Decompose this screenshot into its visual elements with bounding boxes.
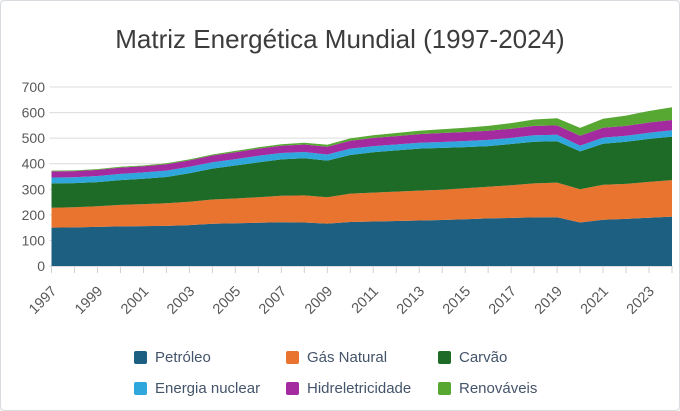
legend-item-renovaveis[interactable]: Renováveis — [438, 379, 608, 397]
x-axis-label: 2009 — [302, 284, 336, 318]
x-axis-label: 2007 — [256, 284, 290, 318]
legend-swatch-hidreletricidade — [286, 381, 299, 395]
stacked-area-chart: 0 100 200 300 400 500 600 700 1997 1999 2001 2003 20… — [22, 79, 673, 318]
y-axis-label: 300 — [22, 181, 46, 197]
x-axis-label: 2017 — [486, 284, 520, 318]
y-axis-label: 400 — [22, 156, 46, 172]
legend-item-gas-natural[interactable]: Gás Natural — [286, 348, 438, 366]
legend-item-energia-nuclear[interactable]: Energia nuclear — [134, 379, 286, 397]
x-axis-label: 2011 — [349, 284, 382, 317]
y-axis-label: 100 — [22, 232, 46, 248]
area-gas-natural — [51, 180, 672, 228]
x-axis-label: 2021 — [578, 284, 612, 318]
area-carvao — [51, 136, 672, 208]
area-hidreletricidade — [51, 120, 672, 178]
x-axis-label: 1997 — [26, 284, 60, 318]
x-axis-label: 2003 — [164, 284, 198, 318]
x-axis-label: 1999 — [72, 284, 106, 318]
chart-legend: Petróleo Gás Natural Carvão Energia nuclear… — [134, 348, 608, 397]
y-axis-label: 700 — [22, 79, 46, 95]
legend-swatch-gas-natural — [286, 350, 299, 364]
legend-swatch-renovaveis — [438, 381, 451, 395]
legend-label: Gás Natural — [307, 348, 388, 366]
legend-label: Renováveis — [459, 379, 538, 397]
area-renovaveis — [51, 107, 672, 172]
x-axis-label: 2013 — [394, 284, 428, 318]
legend-swatch-carvao — [438, 350, 451, 364]
y-axis-label: 0 — [37, 258, 45, 274]
x-axis-label: 2001 — [118, 284, 152, 318]
legend-label: Petróleo — [155, 348, 211, 366]
area-petroleo — [51, 216, 672, 266]
legend-item-petroleo[interactable]: Petróleo — [134, 348, 286, 366]
y-axis-label: 200 — [22, 207, 46, 223]
x-axis-label: 2023 — [624, 284, 658, 318]
legend-label: Hidreletricidade — [307, 379, 412, 397]
chart-title: Matriz Energética Mundial (1997-2024) — [115, 24, 565, 54]
legend-item-carvao[interactable]: Carvão — [438, 348, 608, 366]
legend-item-hidreletricidade[interactable]: Hidreletricidade — [286, 379, 438, 397]
legend-swatch-petroleo — [134, 350, 147, 364]
x-axis-label: 2015 — [440, 284, 474, 318]
legend-swatch-energia-nuclear — [134, 381, 147, 395]
area-energia-nuclear — [51, 130, 672, 184]
x-axis-label: 2019 — [532, 284, 566, 318]
legend-label: Carvão — [459, 348, 508, 366]
y-axis-label: 500 — [22, 130, 46, 146]
legend-label: Energia nuclear — [155, 379, 261, 397]
y-axis-label: 600 — [22, 105, 46, 121]
x-axis-label: 2005 — [210, 284, 244, 318]
